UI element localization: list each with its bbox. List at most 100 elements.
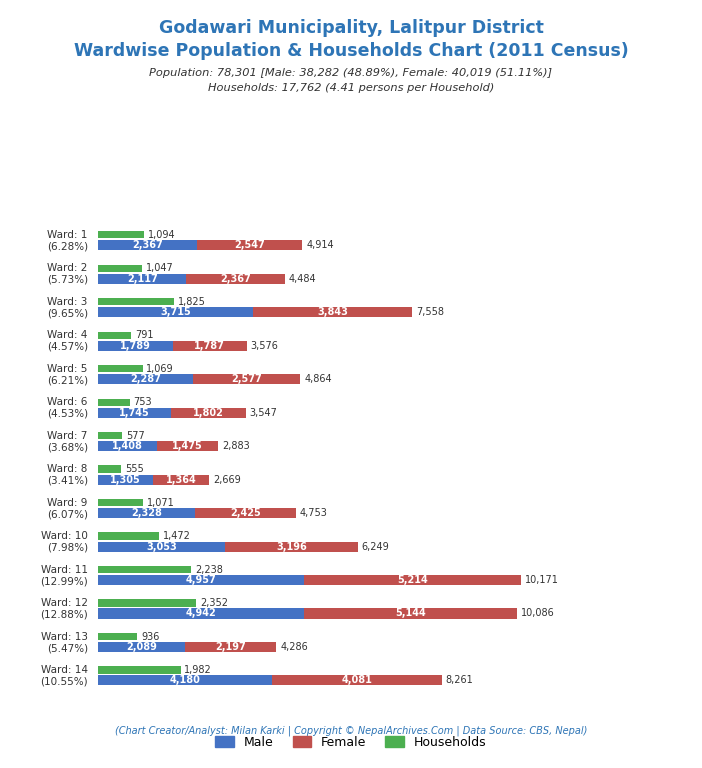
Text: 555: 555 [125,464,144,474]
Bar [195,508,296,518]
Text: 1,825: 1,825 [178,296,206,306]
Text: 2,197: 2,197 [216,642,246,652]
Bar [197,240,303,250]
Text: 4,942: 4,942 [185,608,216,618]
Bar [98,441,157,451]
Bar [304,608,517,618]
Text: 5,214: 5,214 [397,575,428,585]
Text: 791: 791 [135,330,154,340]
Bar [98,340,173,351]
Text: 2,328: 2,328 [131,508,162,518]
Bar [193,374,300,384]
Bar [98,642,185,652]
Text: 4,484: 4,484 [289,273,316,283]
Text: 4,914: 4,914 [306,240,334,250]
Bar [185,642,277,652]
Bar [98,399,130,406]
Bar [152,475,209,485]
Text: 4,180: 4,180 [170,676,201,686]
Text: 1,069: 1,069 [147,364,174,374]
Bar [98,365,143,372]
Text: 4,081: 4,081 [341,676,372,686]
Text: 1,408: 1,408 [112,441,143,451]
Text: 1,071: 1,071 [147,498,174,508]
Bar [173,340,247,351]
Text: 3,053: 3,053 [146,541,177,551]
Text: 3,547: 3,547 [249,408,277,418]
Text: 8,261: 8,261 [445,676,473,686]
Bar [98,608,304,618]
Text: 1,047: 1,047 [145,263,173,273]
Bar [98,273,186,283]
Text: 10,171: 10,171 [524,575,559,585]
Bar [98,408,171,418]
Bar [98,600,196,607]
Text: 2,669: 2,669 [213,475,241,485]
Bar [98,633,137,641]
Text: 1,787: 1,787 [194,341,225,351]
Text: 3,843: 3,843 [317,307,348,317]
Text: 2,089: 2,089 [126,642,157,652]
Text: 2,367: 2,367 [220,273,251,283]
Text: 3,715: 3,715 [160,307,191,317]
Text: 2,117: 2,117 [127,273,158,283]
Text: 3,196: 3,196 [276,541,307,551]
Text: 10,086: 10,086 [521,608,555,618]
Text: 1,094: 1,094 [147,230,175,240]
Bar [253,307,412,317]
Bar [186,273,284,283]
Text: 1,364: 1,364 [166,475,197,485]
Bar [98,307,253,317]
Text: Population: 78,301 [Male: 38,282 (48.89%), Female: 40,019 (51.11%)]: Population: 78,301 [Male: 38,282 (48.89%… [150,68,552,78]
Text: 1,475: 1,475 [172,441,203,451]
Text: 2,367: 2,367 [132,240,163,250]
Text: 4,864: 4,864 [304,374,332,384]
Text: 1,802: 1,802 [193,408,224,418]
Text: 936: 936 [141,631,159,641]
Text: 4,286: 4,286 [280,642,308,652]
Bar [98,541,225,551]
Text: 753: 753 [133,397,152,407]
Text: 1,745: 1,745 [119,408,150,418]
Bar [98,667,180,674]
Bar [171,408,246,418]
Text: Wardwise Population & Households Chart (2011 Census): Wardwise Population & Households Chart (… [74,42,628,60]
Text: 577: 577 [126,431,145,441]
Bar [157,441,218,451]
Bar [98,566,191,574]
Bar [98,465,121,473]
Bar [272,675,442,686]
Text: 2,238: 2,238 [195,564,223,574]
Bar [98,265,142,272]
Bar [98,675,272,686]
Bar [98,532,159,540]
Text: 4,753: 4,753 [300,508,327,518]
Text: (Chart Creator/Analyst: Milan Karki | Copyright © NepalArchives.Com | Data Sourc: (Chart Creator/Analyst: Milan Karki | Co… [115,726,587,737]
Text: 2,425: 2,425 [230,508,260,518]
Text: 2,883: 2,883 [222,441,250,451]
Text: 1,982: 1,982 [185,665,212,675]
Bar [98,475,152,485]
Bar [98,231,144,239]
Bar [98,575,304,585]
Bar [98,432,122,439]
Text: 1,789: 1,789 [120,341,151,351]
Text: 3,576: 3,576 [251,341,279,351]
Text: Households: 17,762 (4.41 persons per Household): Households: 17,762 (4.41 persons per Hou… [208,83,494,93]
Bar [98,374,193,384]
Text: Godawari Municipality, Lalitpur District: Godawari Municipality, Lalitpur District [159,19,543,37]
Text: 2,352: 2,352 [200,598,227,608]
Bar [98,499,143,506]
Text: 2,287: 2,287 [131,374,161,384]
Text: 7,558: 7,558 [416,307,444,317]
Text: 1,305: 1,305 [110,475,141,485]
Bar [98,508,195,518]
Text: 1,472: 1,472 [163,531,191,541]
Bar [98,332,131,339]
Text: 4,957: 4,957 [186,575,217,585]
Text: 5,144: 5,144 [395,608,426,618]
Bar [98,298,174,306]
Legend: Male, Female, Households: Male, Female, Households [211,731,491,754]
Bar [304,575,521,585]
Bar [98,240,197,250]
